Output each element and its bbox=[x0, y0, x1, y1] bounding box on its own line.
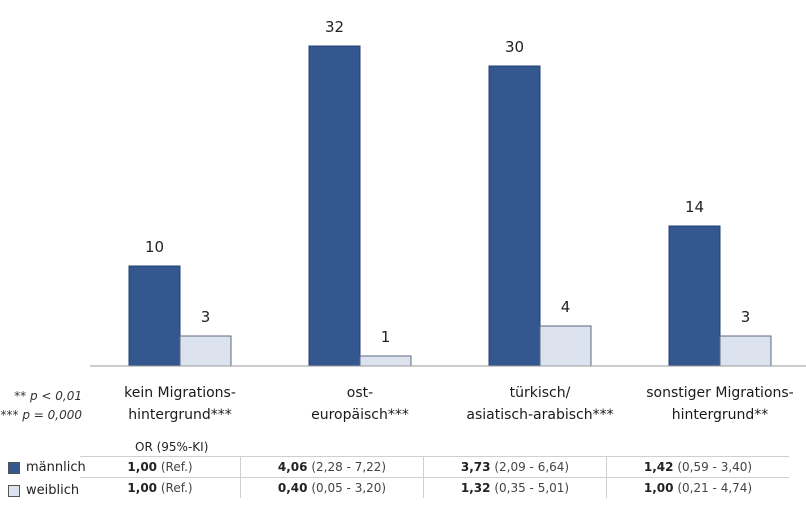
or-value: 4,06 bbox=[277, 460, 308, 474]
bar-weiblich-4 bbox=[719, 335, 772, 367]
or-cell: 1,00 (0,21 - 4,74) bbox=[606, 477, 789, 498]
category-label-4: sonstiger Migrations-hintergrund** bbox=[630, 382, 806, 426]
or-table-header: OR (95%-KI) bbox=[135, 440, 209, 454]
bar-weiblich-1 bbox=[179, 335, 232, 367]
legend-label-weiblich: weiblich bbox=[26, 483, 80, 498]
data-label-maennlich-4: 14 bbox=[685, 198, 704, 216]
bar-maennlich-1 bbox=[128, 265, 181, 367]
bar-maennlich-4 bbox=[668, 225, 721, 367]
category-label-line: hintergrund** bbox=[671, 407, 769, 423]
category-label-line: hintergrund*** bbox=[128, 407, 232, 423]
bar-weiblich-2 bbox=[359, 355, 412, 367]
or-value: 1,42 bbox=[643, 460, 674, 474]
or-ci: (0,59 - 3,40) bbox=[677, 460, 753, 474]
or-ci: (0,35 - 5,01) bbox=[494, 481, 570, 495]
legend-item-weiblich: weiblich bbox=[8, 483, 79, 498]
or-row-weiblich: 1,00 (Ref.) 0,40 (0,05 - 3,20) 1,32 (0,3… bbox=[80, 477, 789, 498]
category-label-2: ost-europäisch*** bbox=[270, 382, 450, 426]
data-label-weiblich-3: 4 bbox=[561, 298, 571, 316]
or-ci: (0,05 - 3,20) bbox=[311, 481, 387, 495]
category-label-line: europäisch*** bbox=[311, 407, 409, 423]
or-value: 1,00 bbox=[643, 481, 674, 495]
data-label-weiblich-1: 3 bbox=[201, 308, 211, 326]
legend-label-maennlich: männlich bbox=[26, 460, 86, 475]
data-label-maennlich-2: 32 bbox=[325, 18, 344, 36]
or-ci: (Ref.) bbox=[160, 481, 193, 495]
or-cell: 4,06 (2,28 - 7,22) bbox=[240, 456, 424, 478]
data-label-weiblich-4: 3 bbox=[741, 308, 751, 326]
or-ci: (2,28 - 7,22) bbox=[311, 460, 387, 474]
legend-swatch-maennlich bbox=[8, 461, 20, 474]
or-value: 1,00 bbox=[127, 481, 158, 495]
bar-chart: 10 3 32 1 30 4 14 3 bbox=[90, 18, 806, 367]
or-ci: (Ref.) bbox=[160, 460, 193, 474]
legend-item-maennlich: männlich bbox=[8, 460, 86, 475]
odds-ratio-table: 1,00 (Ref.) 4,06 (2,28 - 7,22) 3,73 (2,0… bbox=[80, 456, 789, 498]
or-cell: 1,42 (0,59 - 3,40) bbox=[606, 456, 789, 478]
category-label-line: kein Migrations- bbox=[124, 385, 236, 401]
footnote-p01: ** p < 0,01 bbox=[14, 389, 82, 403]
or-value: 0,40 bbox=[277, 481, 308, 495]
category-label-line: türkisch/ bbox=[509, 385, 571, 401]
category-label-line: sonstiger Migrations- bbox=[646, 385, 794, 401]
footnote-p000: *** p = 0,000 bbox=[0, 408, 82, 422]
or-value: 1,32 bbox=[460, 481, 491, 495]
bar-maennlich-3 bbox=[488, 65, 541, 367]
legend-swatch-weiblich bbox=[8, 484, 20, 497]
or-cell: 1,00 (Ref.) bbox=[80, 477, 241, 498]
or-cell: 3,73 (2,09 - 6,64) bbox=[423, 456, 607, 478]
or-cell: 1,32 (0,35 - 5,01) bbox=[423, 477, 607, 498]
category-label-line: ost- bbox=[346, 385, 374, 401]
or-ci: (2,09 - 6,64) bbox=[494, 460, 570, 474]
data-label-maennlich-1: 10 bbox=[145, 238, 164, 256]
data-label-maennlich-3: 30 bbox=[505, 38, 524, 56]
category-label-line: asiatisch-arabisch*** bbox=[466, 407, 614, 423]
bar-weiblich-3 bbox=[539, 325, 592, 367]
bar-maennlich-2 bbox=[308, 45, 361, 367]
or-cell: 1,00 (Ref.) bbox=[80, 456, 241, 478]
or-cell: 0,40 (0,05 - 3,20) bbox=[240, 477, 424, 498]
or-row-maennlich: 1,00 (Ref.) 4,06 (2,28 - 7,22) 3,73 (2,0… bbox=[80, 456, 789, 478]
category-label-3: türkisch/asiatisch-arabisch*** bbox=[450, 382, 630, 426]
or-value: 1,00 bbox=[127, 460, 158, 474]
or-ci: (0,21 - 4,74) bbox=[677, 481, 753, 495]
or-value: 3,73 bbox=[460, 460, 491, 474]
category-label-1: kein Migrations-hintergrund*** bbox=[90, 382, 270, 426]
data-label-weiblich-2: 1 bbox=[381, 328, 391, 346]
